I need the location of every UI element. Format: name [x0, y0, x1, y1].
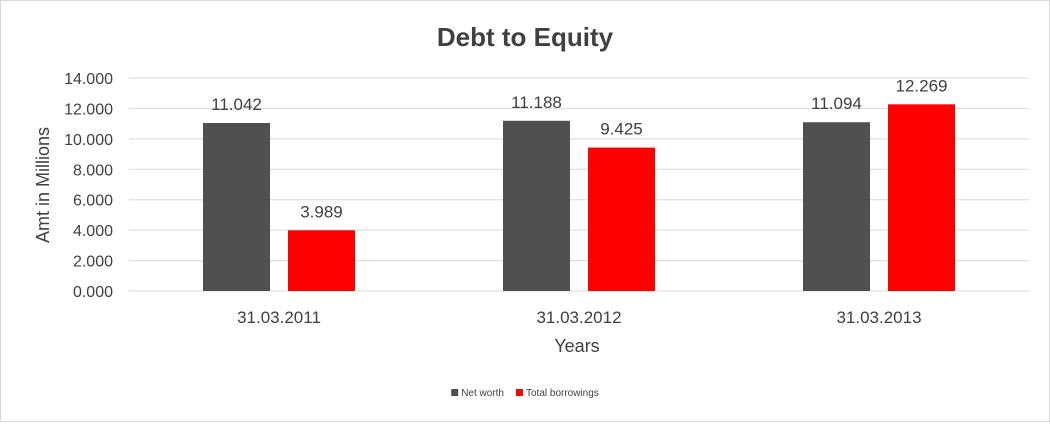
bar-total-borrowings — [588, 147, 655, 291]
data-label: 11.188 — [511, 93, 562, 112]
legend-swatch — [515, 389, 523, 396]
y-tick-label: 6.000 — [73, 193, 113, 210]
y-tick-label: 0.000 — [73, 284, 113, 301]
legend-swatch — [451, 389, 459, 396]
legend-label: Total borrowings — [526, 388, 599, 399]
x-axis-tick-labels: 31.03.2011 31.03.2012 31.03.2013 — [237, 308, 921, 327]
y-axis-label: Amt in Millions — [33, 127, 53, 243]
bar-net-worth — [803, 122, 870, 292]
y-tick-label: 10.000 — [64, 132, 113, 149]
x-tick-label: 31.03.2013 — [836, 308, 921, 327]
data-label: 3.989 — [300, 202, 343, 221]
y-tick-label: 12.000 — [64, 101, 113, 118]
legend-item: Total borrowings — [515, 388, 599, 399]
bar-net-worth — [203, 123, 270, 291]
y-tick-label: 2.000 — [73, 254, 113, 271]
bar-total-borrowings — [288, 230, 355, 291]
x-tick-label: 31.03.2012 — [536, 308, 621, 327]
legend-label: Net worth — [461, 388, 504, 399]
y-tick-label: 4.000 — [73, 223, 113, 240]
x-axis-label: Years — [554, 336, 599, 356]
x-tick-label: 31.03.2011 — [237, 308, 321, 327]
data-label: 9.425 — [600, 120, 643, 139]
bar-net-worth — [503, 120, 570, 292]
data-label: 12.269 — [896, 76, 948, 95]
chart-title: Debt to Equity — [437, 22, 614, 52]
bar-total-borrowings — [888, 104, 955, 291]
y-tick-label: 8.000 — [73, 162, 113, 179]
legend: Net worth Total borrowings — [451, 388, 599, 399]
bars: 11.042 3.989 11.188 9.425 11.094 12.269 — [203, 76, 955, 292]
y-axis-tick-labels: 0.000 2.000 4.000 6.000 8.000 10.000 12.000 14.… — [64, 71, 113, 301]
y-tick-label: 14.000 — [64, 71, 113, 88]
gridlines — [129, 77, 1029, 292]
data-label: 11.094 — [811, 94, 862, 113]
data-label: 11.042 — [211, 95, 262, 114]
legend-item: Net worth — [451, 388, 504, 399]
